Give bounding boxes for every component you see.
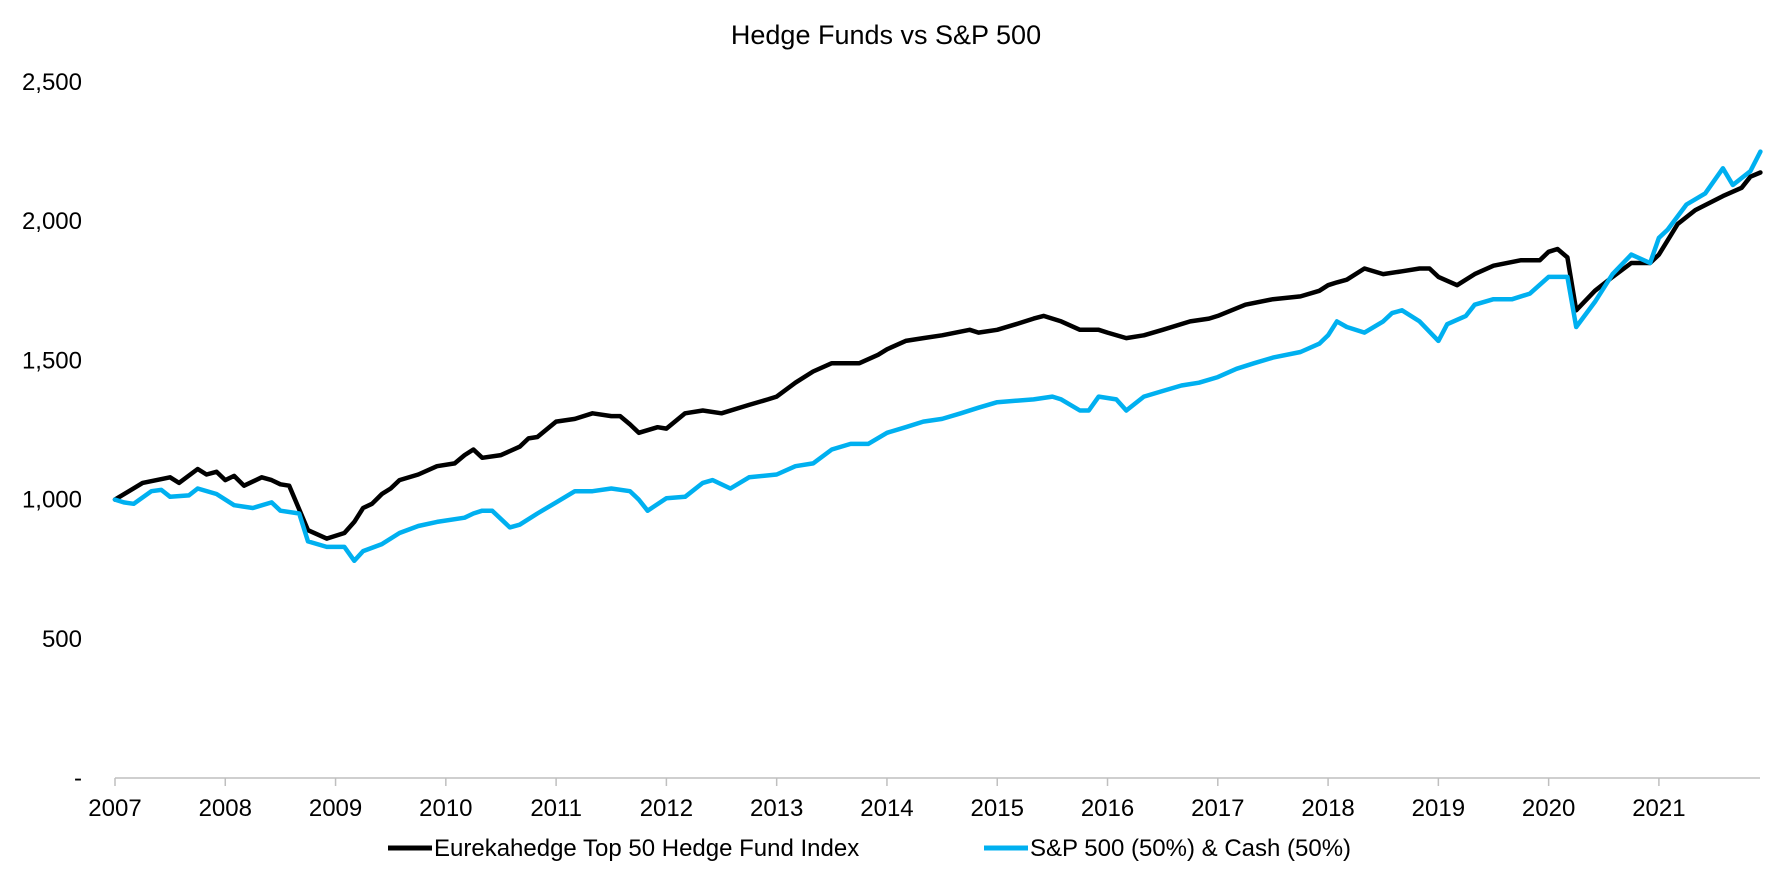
- x-tick-label: 2011: [530, 795, 582, 822]
- y-tick-label: 2,500: [22, 69, 82, 96]
- x-tick-label: 2013: [750, 795, 803, 822]
- x-tick-label: 2016: [1081, 795, 1134, 822]
- x-tick-label: 2008: [199, 795, 252, 822]
- x-tick-label: 2009: [309, 795, 362, 822]
- x-axis-ticks: [114, 778, 1660, 786]
- chart-title: Hedge Funds vs S&P 500: [731, 20, 1041, 50]
- y-tick-label: 500: [42, 626, 82, 653]
- legend: Eurekahedge Top 50 Hedge Fund Index S&P 5…: [388, 835, 1351, 862]
- y-axis-tick-labels: - 500 1,000 1,500 2,000 2,500: [22, 69, 82, 792]
- series-line-hedge-fund-index: [112, 170, 1763, 541]
- x-tick-label: 2012: [640, 795, 693, 822]
- y-tick-label: 1,500: [22, 347, 82, 374]
- x-tick-label: 2019: [1412, 795, 1465, 822]
- x-tick-label: 2007: [88, 795, 141, 822]
- legend-label: S&P 500 (50%) & Cash (50%): [1030, 835, 1351, 862]
- x-axis-tick-labels: 2007 2008 2009 2010 2011 2012 2013 2014 2015 2016…: [88, 795, 1685, 822]
- y-tick-label: 1,000: [22, 487, 82, 514]
- x-tick-label: 2018: [1301, 795, 1354, 822]
- x-tick-label: 2020: [1522, 795, 1575, 822]
- x-tick-label: 2014: [860, 795, 913, 822]
- x-tick-label: 2021: [1632, 795, 1685, 822]
- series-lines: [112, 149, 1763, 564]
- x-tick-label: 2015: [971, 795, 1024, 822]
- x-tick-label: 2010: [419, 795, 472, 822]
- y-tick-label: 2,000: [22, 208, 82, 235]
- y-tick-label: -: [74, 765, 82, 792]
- x-tick-label: 2017: [1191, 795, 1244, 822]
- legend-label: Eurekahedge Top 50 Hedge Fund Index: [434, 835, 859, 862]
- series-line-sp500-cash: [112, 149, 1763, 564]
